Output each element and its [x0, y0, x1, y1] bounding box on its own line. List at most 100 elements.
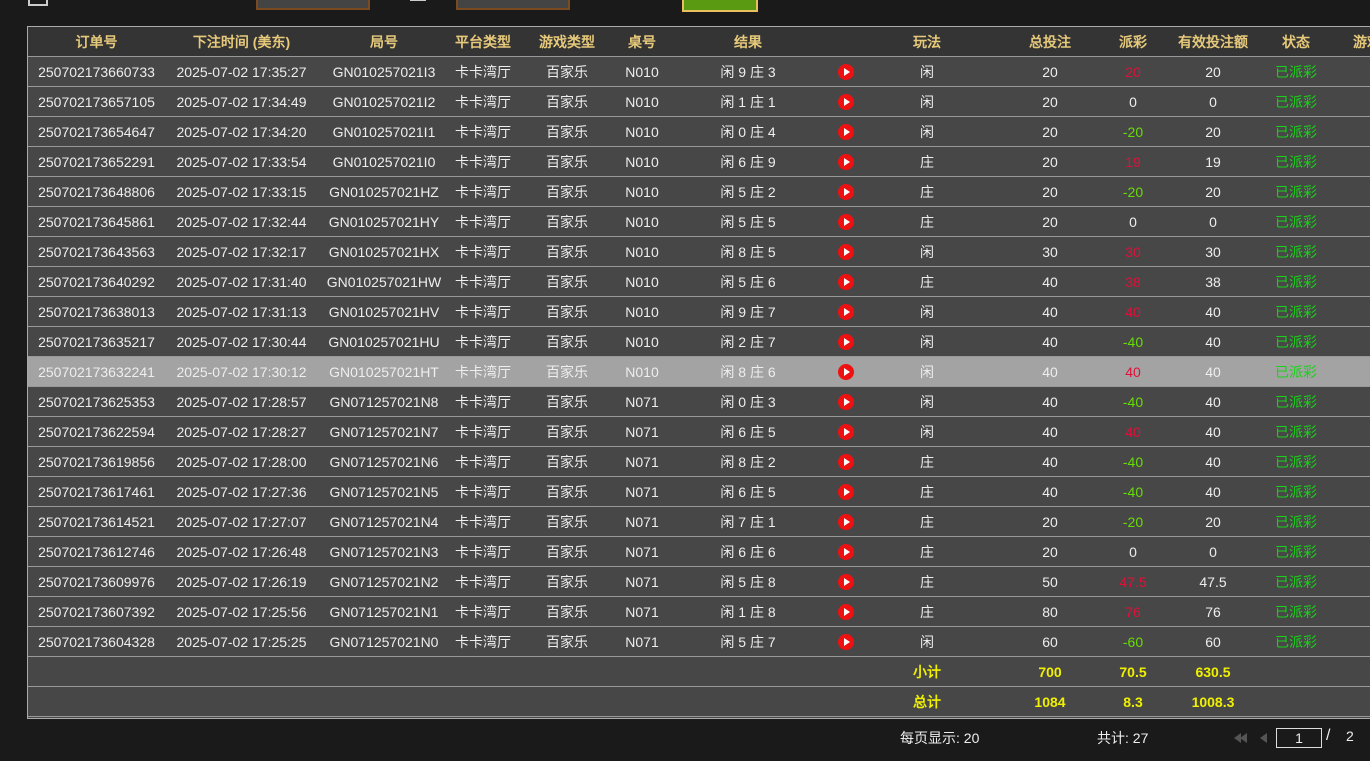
table-id-cell: N010	[618, 146, 666, 177]
status-cell: 已派彩	[1268, 326, 1324, 357]
empty-cell	[165, 656, 318, 687]
total-bet-cell: 20	[992, 206, 1108, 237]
first-page-icon[interactable]	[1234, 733, 1241, 743]
order-id-cell: 250702173635217	[28, 326, 165, 357]
table-id-cell: N010	[618, 56, 666, 87]
game-cell	[1324, 416, 1370, 447]
empty-cell	[318, 686, 450, 717]
play-video-icon[interactable]	[838, 364, 854, 381]
total-bet-cell: 40	[992, 296, 1108, 327]
table-row[interactable]: 250702173645861 2025-07-02 17:32:44 GN0102…	[28, 206, 1370, 237]
result-cell: 闲 8 庄 2	[666, 446, 830, 477]
bet-time-cell: 2025-07-02 17:33:54	[165, 146, 318, 177]
table-row[interactable]: 250702173622594 2025-07-02 17:28:27 GN0712…	[28, 416, 1370, 447]
table-row[interactable]: 250702173632241 2025-07-02 17:30:12 GN0102…	[28, 356, 1370, 387]
page-input[interactable]: 1	[1276, 728, 1322, 748]
result-cell: 闲 6 庄 5	[666, 476, 830, 507]
play-video-icon[interactable]	[838, 184, 854, 201]
table-row[interactable]: 250702173614521 2025-07-02 17:27:07 GN0712…	[28, 506, 1370, 537]
platform-cell: 卡卡湾厅	[450, 596, 516, 627]
total-bet-cell: 50	[992, 566, 1108, 597]
play-video-icon[interactable]	[838, 64, 854, 81]
empty-cell	[28, 686, 165, 717]
table-row[interactable]: 250702173654647 2025-07-02 17:34:20 GN0102…	[28, 116, 1370, 147]
table-id-cell: N071	[618, 386, 666, 417]
game-cell	[1324, 56, 1370, 87]
sum-payout: 8.3	[1108, 686, 1158, 717]
play-video-icon[interactable]	[838, 94, 854, 111]
game-type-cell: 百家乐	[516, 146, 618, 177]
play-video-icon[interactable]	[838, 394, 854, 411]
platform-cell: 卡卡湾厅	[450, 206, 516, 237]
play-video-icon[interactable]	[838, 214, 854, 231]
round-id-cell: GN010257021I0	[318, 146, 450, 177]
order-id-cell: 250702173632241	[28, 356, 165, 387]
table-row[interactable]: 250702173640292 2025-07-02 17:31:40 GN0102…	[28, 266, 1370, 297]
empty-cell	[618, 656, 666, 687]
valid-bet-cell: 19	[1158, 146, 1268, 177]
table-id-cell: N010	[618, 266, 666, 297]
prev-page-icon[interactable]	[1260, 733, 1267, 743]
play-video-icon[interactable]	[838, 304, 854, 321]
play-video-icon[interactable]	[838, 484, 854, 501]
game-type-cell: 百家乐	[516, 596, 618, 627]
play-video-icon[interactable]	[838, 424, 854, 441]
total-bet-cell: 20	[992, 56, 1108, 87]
result-cell: 闲 5 庄 8	[666, 566, 830, 597]
round-id-cell: GN010257021HU	[318, 326, 450, 357]
play-video-icon[interactable]	[838, 274, 854, 291]
video-cell	[830, 146, 862, 177]
table-row[interactable]: 250702173617461 2025-07-02 17:27:36 GN0712…	[28, 476, 1370, 507]
payout-cell: -60	[1108, 626, 1158, 657]
column-header: 局号	[318, 27, 450, 57]
video-cell	[830, 56, 862, 87]
play-video-icon[interactable]	[838, 544, 854, 561]
video-cell	[830, 536, 862, 567]
order-id-cell: 250702173619856	[28, 446, 165, 477]
sum-label: 总计	[862, 686, 992, 717]
platform-cell: 卡卡湾厅	[450, 56, 516, 87]
table-row[interactable]: 250702173612746 2025-07-02 17:26:48 GN0712…	[28, 536, 1370, 567]
bet-time-cell: 2025-07-02 17:33:15	[165, 176, 318, 207]
play-video-icon[interactable]	[838, 574, 854, 591]
order-id-cell: 250702173609976	[28, 566, 165, 597]
play-video-icon[interactable]	[838, 514, 854, 531]
empty-cell	[516, 656, 618, 687]
start-date-input[interactable]	[256, 0, 370, 10]
bet-time-cell: 2025-07-02 17:31:40	[165, 266, 318, 297]
play-video-icon[interactable]	[838, 334, 854, 351]
table-row[interactable]: 250702173619856 2025-07-02 17:28:00 GN0712…	[28, 446, 1370, 477]
valid-bet-cell: 38	[1158, 266, 1268, 297]
round-id-cell: GN071257021N2	[318, 566, 450, 597]
table-row[interactable]: 250702173607392 2025-07-02 17:25:56 GN0712…	[28, 596, 1370, 627]
play-video-icon[interactable]	[838, 124, 854, 141]
valid-bet-cell: 40	[1158, 416, 1268, 447]
table-row[interactable]: 250702173657105 2025-07-02 17:34:49 GN0102…	[28, 86, 1370, 117]
table-row[interactable]: 250702173638013 2025-07-02 17:31:13 GN0102…	[28, 296, 1370, 327]
play-video-icon[interactable]	[838, 244, 854, 261]
table-row[interactable]: 250702173660733 2025-07-02 17:35:27 GN0102…	[28, 56, 1370, 87]
play-video-icon[interactable]	[838, 604, 854, 621]
result-cell: 闲 5 庄 6	[666, 266, 830, 297]
table-row[interactable]: 250702173625353 2025-07-02 17:28:57 GN0712…	[28, 386, 1370, 417]
result-cell: 闲 6 庄 5	[666, 416, 830, 447]
play-video-icon[interactable]	[838, 634, 854, 651]
first-page-icon-part[interactable]	[1240, 733, 1247, 743]
table-row[interactable]: 250702173604328 2025-07-02 17:25:25 GN0712…	[28, 626, 1370, 657]
table-row[interactable]: 250702173648806 2025-07-02 17:33:15 GN0102…	[28, 176, 1370, 207]
result-cell: 闲 5 庄 7	[666, 626, 830, 657]
table-row[interactable]: 250702173643563 2025-07-02 17:32:17 GN0102…	[28, 236, 1370, 267]
table-row[interactable]: 250702173635217 2025-07-02 17:30:44 GN0102…	[28, 326, 1370, 357]
table-row[interactable]: 250702173609976 2025-07-02 17:26:19 GN0712…	[28, 566, 1370, 597]
table-row[interactable]: 250702173652291 2025-07-02 17:33:54 GN0102…	[28, 146, 1370, 177]
round-id-cell: GN071257021N0	[318, 626, 450, 657]
round-id-cell: GN071257021N8	[318, 386, 450, 417]
payout-cell: -40	[1108, 386, 1158, 417]
end-date-input[interactable]	[456, 0, 570, 10]
payout-cell: 38	[1108, 266, 1158, 297]
play-video-icon[interactable]	[838, 454, 854, 471]
column-header: 订单号	[28, 27, 165, 57]
play-video-icon[interactable]	[838, 154, 854, 171]
query-button[interactable]	[682, 0, 758, 12]
sum-payout: 70.5	[1108, 656, 1158, 687]
